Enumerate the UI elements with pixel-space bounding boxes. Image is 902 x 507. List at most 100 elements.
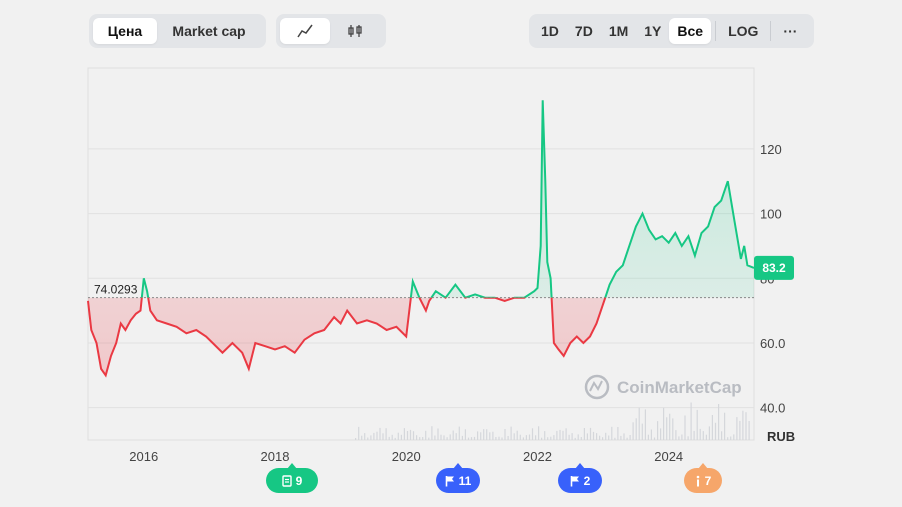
volume-bar: [370, 435, 372, 440]
volume-bar: [495, 437, 497, 440]
volume-bar: [498, 436, 500, 440]
volume-bar: [653, 437, 656, 440]
range-1m[interactable]: 1M: [608, 23, 629, 39]
volume-bar: [663, 407, 665, 440]
volume-bar: [535, 435, 537, 440]
line-chart-button[interactable]: [280, 18, 330, 44]
volume-bar: [379, 427, 381, 440]
volume-bar: [425, 430, 427, 440]
event-badge[interactable]: 9: [266, 463, 318, 493]
volume-bar: [577, 434, 579, 440]
volume-bar: [602, 437, 604, 440]
range-7d[interactable]: 7D: [574, 23, 593, 39]
volume-bar: [617, 427, 619, 440]
volume-bar: [583, 428, 585, 440]
volume-bar: [669, 413, 671, 440]
volume-bar: [657, 421, 659, 440]
volume-bar: [483, 429, 485, 440]
toolbar-divider: [770, 21, 772, 41]
log-scale-button[interactable]: LOG: [728, 23, 759, 39]
volume-bar: [443, 435, 445, 440]
tab-price[interactable]: Цена: [93, 18, 157, 44]
volume-bar: [623, 433, 625, 440]
x-tick-label: 2022: [523, 449, 552, 464]
volume-bar: [394, 437, 396, 440]
y-tick-label: 120: [760, 142, 782, 157]
event-count: 2: [583, 473, 591, 488]
flag-icon: [445, 475, 455, 487]
volume-bar: [361, 435, 363, 440]
volume-bar: [736, 417, 738, 440]
volume-bar: [513, 433, 515, 440]
volume-bar: [403, 428, 405, 440]
volume-bar: [477, 431, 479, 440]
volume-bar: [507, 436, 509, 440]
volume-bar: [553, 435, 555, 440]
volume-bar: [470, 437, 473, 440]
volume-bar: [574, 437, 576, 440]
volume-bar: [397, 432, 399, 440]
volume-bar: [592, 431, 595, 440]
volume-bar: [358, 426, 360, 440]
volume-bar: [699, 428, 701, 440]
volume-bar: [373, 432, 375, 440]
volume-bar: [647, 434, 649, 440]
volume-bar: [388, 436, 390, 440]
volume-bar: [586, 433, 588, 440]
volume-bar: [678, 436, 680, 440]
range-1y[interactable]: 1Y: [644, 23, 662, 39]
event-badge[interactable]: 2: [558, 463, 602, 493]
volume-bar: [538, 426, 540, 440]
volume-bar: [681, 434, 683, 440]
volume-bar: [696, 409, 698, 440]
range-1d[interactable]: 1D: [541, 23, 559, 39]
volume-bar: [718, 404, 720, 440]
event-badge[interactable]: 11: [436, 463, 480, 493]
volume-bar: [510, 426, 512, 440]
volume-bar: [541, 437, 543, 440]
baseline-label: 74.0293: [94, 283, 138, 297]
line-chart-icon: [297, 24, 313, 38]
y-tick-label: 40.0: [760, 401, 785, 416]
series-line-below: [87, 297, 607, 378]
volume-bar: [382, 433, 384, 440]
event-badge[interactable]: 7: [684, 463, 722, 493]
volume-bar: [486, 429, 488, 440]
volume-bar: [406, 431, 409, 440]
volume-bar: [550, 436, 552, 440]
volume-bar: [519, 434, 521, 440]
toolbar-divider: [715, 21, 717, 41]
chart-type-toggle: [276, 14, 386, 48]
volume-bar: [522, 437, 524, 440]
volume-bar: [714, 422, 717, 440]
volume-bar: [620, 435, 622, 440]
volume-bar: [489, 432, 491, 440]
tab-market-cap[interactable]: Market cap: [172, 23, 246, 39]
volume-bar: [608, 435, 610, 440]
volume-bar: [391, 434, 393, 440]
range-toggle: 1D 7D 1M 1Y Все LOG ···: [529, 14, 814, 48]
volume-bar: [650, 429, 652, 440]
volume-bar: [605, 432, 607, 440]
volume-bar: [641, 423, 643, 440]
volume-bar: [571, 433, 573, 440]
event-count: 9: [295, 473, 303, 488]
range-all[interactable]: Все: [669, 18, 712, 44]
candlestick-chart-button[interactable]: [330, 18, 380, 44]
volume-bar: [458, 426, 460, 440]
volume-bar: [711, 415, 713, 440]
more-options-button[interactable]: ···: [783, 23, 798, 39]
volume-bar: [525, 435, 527, 440]
y-tick-label: 100: [760, 207, 782, 222]
volume-bar: [364, 433, 366, 440]
volume-bar: [531, 428, 534, 440]
volume-bar: [727, 437, 729, 440]
currency-label: RUB: [767, 429, 795, 444]
volume-bar: [504, 429, 506, 440]
volume-bar: [446, 437, 448, 440]
volume-bar: [730, 436, 732, 440]
volume-bar: [724, 412, 726, 440]
info-icon: [695, 475, 701, 487]
volume-bar: [611, 426, 613, 440]
